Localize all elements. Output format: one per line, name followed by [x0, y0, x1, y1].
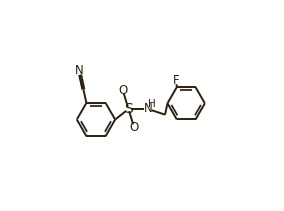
- Text: N: N: [75, 64, 83, 77]
- Text: H: H: [148, 99, 155, 109]
- Text: N: N: [144, 103, 152, 115]
- Text: F: F: [173, 74, 179, 87]
- Text: O: O: [118, 84, 128, 97]
- Text: S: S: [124, 102, 133, 116]
- Text: O: O: [130, 121, 139, 134]
